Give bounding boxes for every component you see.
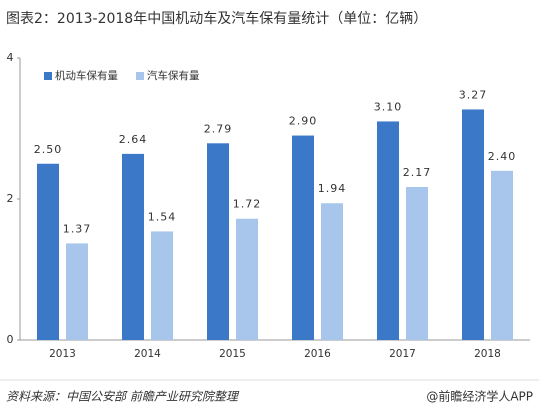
legend-label: 机动车保有量 bbox=[55, 69, 118, 82]
value-label: 1.54 bbox=[148, 210, 177, 223]
value-label: 3.10 bbox=[374, 100, 403, 113]
bar bbox=[491, 170, 513, 340]
x-tick-label: 2017 bbox=[389, 348, 416, 360]
x-tick-label: 2016 bbox=[304, 348, 331, 360]
chart-title: 图表2：2013-2018年中国机动车及汽车保有量统计（单位：亿辆） bbox=[6, 10, 427, 27]
bar bbox=[377, 121, 399, 340]
bar bbox=[207, 143, 229, 340]
value-label: 2.64 bbox=[119, 133, 148, 146]
value-label: 2.79 bbox=[204, 122, 233, 135]
value-label: 1.72 bbox=[233, 198, 262, 211]
y-tick-label: 2 bbox=[7, 192, 14, 205]
y-tick-label: 4 bbox=[7, 51, 14, 64]
bar bbox=[151, 231, 173, 340]
credit: @前瞻经济学人APP bbox=[426, 389, 533, 404]
bar bbox=[406, 187, 428, 340]
value-label: 2.50 bbox=[34, 143, 63, 156]
bar bbox=[66, 243, 88, 340]
bar bbox=[236, 218, 258, 340]
x-tick-label: 2014 bbox=[134, 348, 161, 360]
x-tick-label: 2015 bbox=[219, 348, 246, 360]
bar bbox=[37, 163, 59, 340]
source: 资料来源：中国公安部 前瞻产业研究院整理 bbox=[6, 390, 240, 404]
value-label: 1.37 bbox=[63, 222, 92, 235]
legend-label: 汽车保有量 bbox=[147, 69, 200, 82]
value-label: 2.17 bbox=[403, 166, 432, 179]
bar bbox=[462, 109, 484, 340]
value-label: 1.94 bbox=[318, 182, 347, 195]
value-label: 2.40 bbox=[488, 150, 517, 163]
value-label: 3.27 bbox=[459, 88, 488, 101]
legend-swatch bbox=[136, 72, 144, 80]
x-tick-label: 2013 bbox=[49, 348, 76, 360]
bar bbox=[321, 203, 343, 340]
x-tick-label: 2018 bbox=[474, 348, 501, 360]
bar bbox=[292, 135, 314, 340]
legend-swatch bbox=[44, 72, 52, 80]
bar bbox=[122, 153, 144, 340]
y-tick-label: 0 bbox=[7, 333, 14, 346]
value-label: 2.90 bbox=[289, 115, 318, 128]
